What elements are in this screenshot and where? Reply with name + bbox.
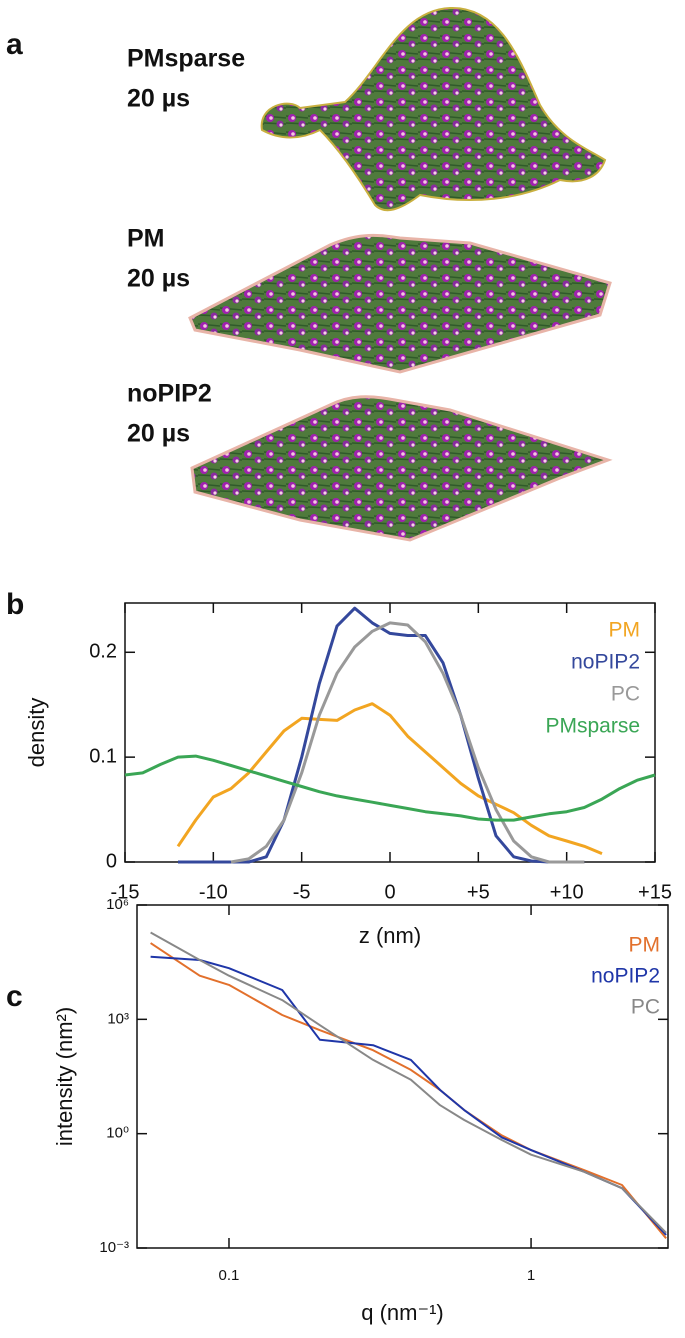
snapshot-time: 20 µs <box>127 85 190 113</box>
snapshot-name: PM <box>127 225 165 253</box>
legend-entry: PM <box>609 619 641 642</box>
y-axis-title: intensity (nm²) <box>52 1007 77 1146</box>
legend-entry: noPIP2 <box>571 651 640 674</box>
x-tick-label: +15 <box>638 881 672 903</box>
y-axis-title: density <box>24 698 49 768</box>
x-tick-label: 1 <box>527 1267 535 1284</box>
legend-entry: noPIP2 <box>591 965 660 988</box>
panel-label: b <box>6 588 24 621</box>
legend-entry: PC <box>631 996 660 1019</box>
snapshot-name: noPIP2 <box>127 380 212 408</box>
data-line <box>150 955 667 1236</box>
legend-entry: PM <box>629 934 661 957</box>
y-tick-label: 10³ <box>107 1010 129 1027</box>
x-axis-title: q (nm⁻¹) <box>361 1300 444 1325</box>
panel-label: a <box>6 28 23 61</box>
x-tick-label: -15 <box>111 881 140 903</box>
x-tick-label: +5 <box>467 881 490 903</box>
y-tick-label: 0 <box>106 850 117 872</box>
x-tick-label: -5 <box>293 881 311 903</box>
snapshot-time: 20 µs <box>127 420 190 448</box>
membrane-snapshot <box>190 395 613 542</box>
plot-frame <box>136 904 669 1249</box>
snapshot-time: 20 µs <box>127 265 190 293</box>
membrane-snapshot <box>188 233 612 374</box>
x-tick-label: +10 <box>550 881 584 903</box>
x-tick-label: 0.1 <box>219 1267 240 1284</box>
data-line <box>150 931 667 1234</box>
data-line <box>150 942 667 1239</box>
y-tick-label: 0.2 <box>89 641 117 663</box>
x-tick-label: -10 <box>199 881 228 903</box>
x-tick-label: 0 <box>384 881 395 903</box>
data-line <box>124 754 656 822</box>
legend-entry: PC <box>611 683 640 706</box>
x-axis-title: z (nm) <box>359 923 421 948</box>
membrane-snapshot <box>260 6 607 212</box>
data-line <box>176 702 603 855</box>
y-tick-label: 10⁰ <box>106 1125 129 1142</box>
y-tick-label: 10⁻³ <box>99 1239 129 1256</box>
snapshot-name: PMsparse <box>127 45 245 73</box>
y-tick-label: 10⁶ <box>106 896 129 913</box>
data-line <box>230 621 585 864</box>
panel-label: c <box>6 980 23 1013</box>
data-line <box>178 606 585 864</box>
y-tick-label: 0.1 <box>89 745 117 767</box>
charts: b -15 -10 -5 0 +5 +10 +15 0 0.1 0.2 z (nm) density PM… <box>6 588 672 1325</box>
legend-entry: PMsparse <box>545 715 640 738</box>
